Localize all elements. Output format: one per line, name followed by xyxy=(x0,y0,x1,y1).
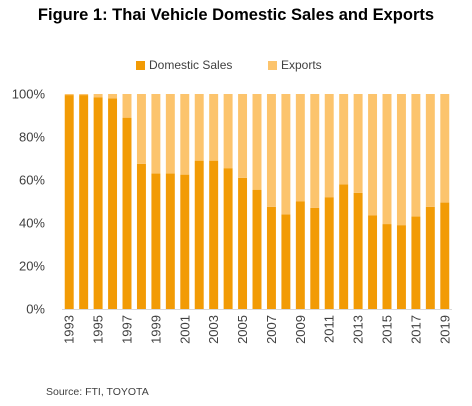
bar-domestic-sales xyxy=(353,192,363,309)
bar-exports xyxy=(425,94,435,207)
x-tick-label: 2013 xyxy=(351,315,366,344)
bar-exports xyxy=(396,94,406,226)
legend: Domestic Sales Exports xyxy=(0,58,472,74)
bar-exports xyxy=(353,94,363,193)
bar-exports xyxy=(136,94,146,164)
x-tick-label: 2003 xyxy=(206,315,221,344)
bar-domestic-sales xyxy=(440,202,450,309)
bar-domestic-sales xyxy=(382,224,392,309)
bar-exports xyxy=(209,94,219,161)
bar-exports xyxy=(368,94,378,216)
x-tick-label: 2017 xyxy=(408,315,423,344)
y-tick-label: 0% xyxy=(26,302,45,317)
x-tick-label: 2011 xyxy=(322,315,337,343)
legend-label-domestic-sales: Domestic Sales xyxy=(149,58,233,72)
bar-domestic-sales xyxy=(194,160,204,309)
bar-domestic-sales xyxy=(324,197,334,309)
x-tick-label: 2009 xyxy=(293,315,308,344)
x-tick-label: 1993 xyxy=(62,315,77,344)
bar-domestic-sales xyxy=(122,117,132,310)
bar-domestic-sales xyxy=(266,206,276,309)
bar-exports xyxy=(252,94,262,190)
bar-exports xyxy=(64,94,74,96)
legend-label-exports: Exports xyxy=(281,58,322,72)
bar-domestic-sales xyxy=(93,97,103,309)
bar-domestic-sales xyxy=(223,168,233,309)
legend-item-exports: Exports xyxy=(268,58,322,72)
bar-domestic-sales xyxy=(238,177,248,309)
source-note: Source: FTI, TOYOTA xyxy=(46,386,149,398)
bar-exports xyxy=(281,94,291,215)
bar-domestic-sales xyxy=(79,95,89,309)
bar-exports xyxy=(194,94,204,161)
bar-domestic-sales xyxy=(295,201,305,309)
legend-item-domestic-sales: Domestic Sales xyxy=(136,58,232,72)
x-tick-label: 2019 xyxy=(437,315,452,344)
bar-domestic-sales xyxy=(339,184,349,309)
bar-domestic-sales xyxy=(108,98,118,309)
x-tick-label: 1999 xyxy=(148,315,163,344)
bar-domestic-sales xyxy=(209,160,219,309)
y-tick-label: 20% xyxy=(19,259,45,274)
bar-domestic-sales xyxy=(368,215,378,309)
x-tick-label: 2007 xyxy=(264,315,279,344)
bar-domestic-sales xyxy=(281,214,291,309)
bar-exports xyxy=(223,94,233,169)
bar-exports xyxy=(238,94,248,178)
bar-exports xyxy=(266,94,276,207)
bar-exports xyxy=(382,94,392,225)
y-tick-label: 100% xyxy=(12,87,46,102)
bar-exports xyxy=(151,94,161,174)
bar-domestic-sales xyxy=(136,163,146,309)
bar-domestic-sales xyxy=(396,225,406,309)
bar-exports xyxy=(122,94,132,118)
bar-exports xyxy=(295,94,305,202)
y-tick-label: 40% xyxy=(19,216,45,231)
chart-title: Figure 1: Thai Vehicle Domestic Sales an… xyxy=(37,6,435,24)
y-tick-label: 60% xyxy=(19,173,45,188)
x-tick-label: 1995 xyxy=(91,315,106,344)
bar-domestic-sales xyxy=(411,216,421,309)
legend-swatch-exports xyxy=(268,60,277,70)
bar-exports xyxy=(165,94,175,174)
bar-domestic-sales xyxy=(425,206,435,309)
x-tick-label: 2001 xyxy=(177,315,192,344)
y-tick-label: 80% xyxy=(19,130,45,145)
x-tick-label: 1997 xyxy=(120,315,135,344)
bar-exports xyxy=(324,94,334,198)
bar-exports xyxy=(108,94,118,99)
bar-domestic-sales xyxy=(252,189,262,309)
bar-exports xyxy=(310,94,320,208)
bar-domestic-sales xyxy=(151,173,161,309)
x-tick-label: 2015 xyxy=(380,315,395,344)
legend-swatch-domestic-sales xyxy=(136,60,145,70)
bar-domestic-sales xyxy=(310,207,320,309)
bar-domestic-sales xyxy=(180,174,190,309)
bar-exports xyxy=(339,94,349,185)
bar-exports xyxy=(440,94,450,203)
bar-exports xyxy=(79,94,89,96)
x-tick-label: 2005 xyxy=(235,315,250,344)
bar-exports xyxy=(411,94,421,217)
bar-domestic-sales xyxy=(64,95,74,309)
bar-exports xyxy=(93,94,103,98)
bar-exports xyxy=(180,94,190,175)
bar-domestic-sales xyxy=(165,173,175,309)
